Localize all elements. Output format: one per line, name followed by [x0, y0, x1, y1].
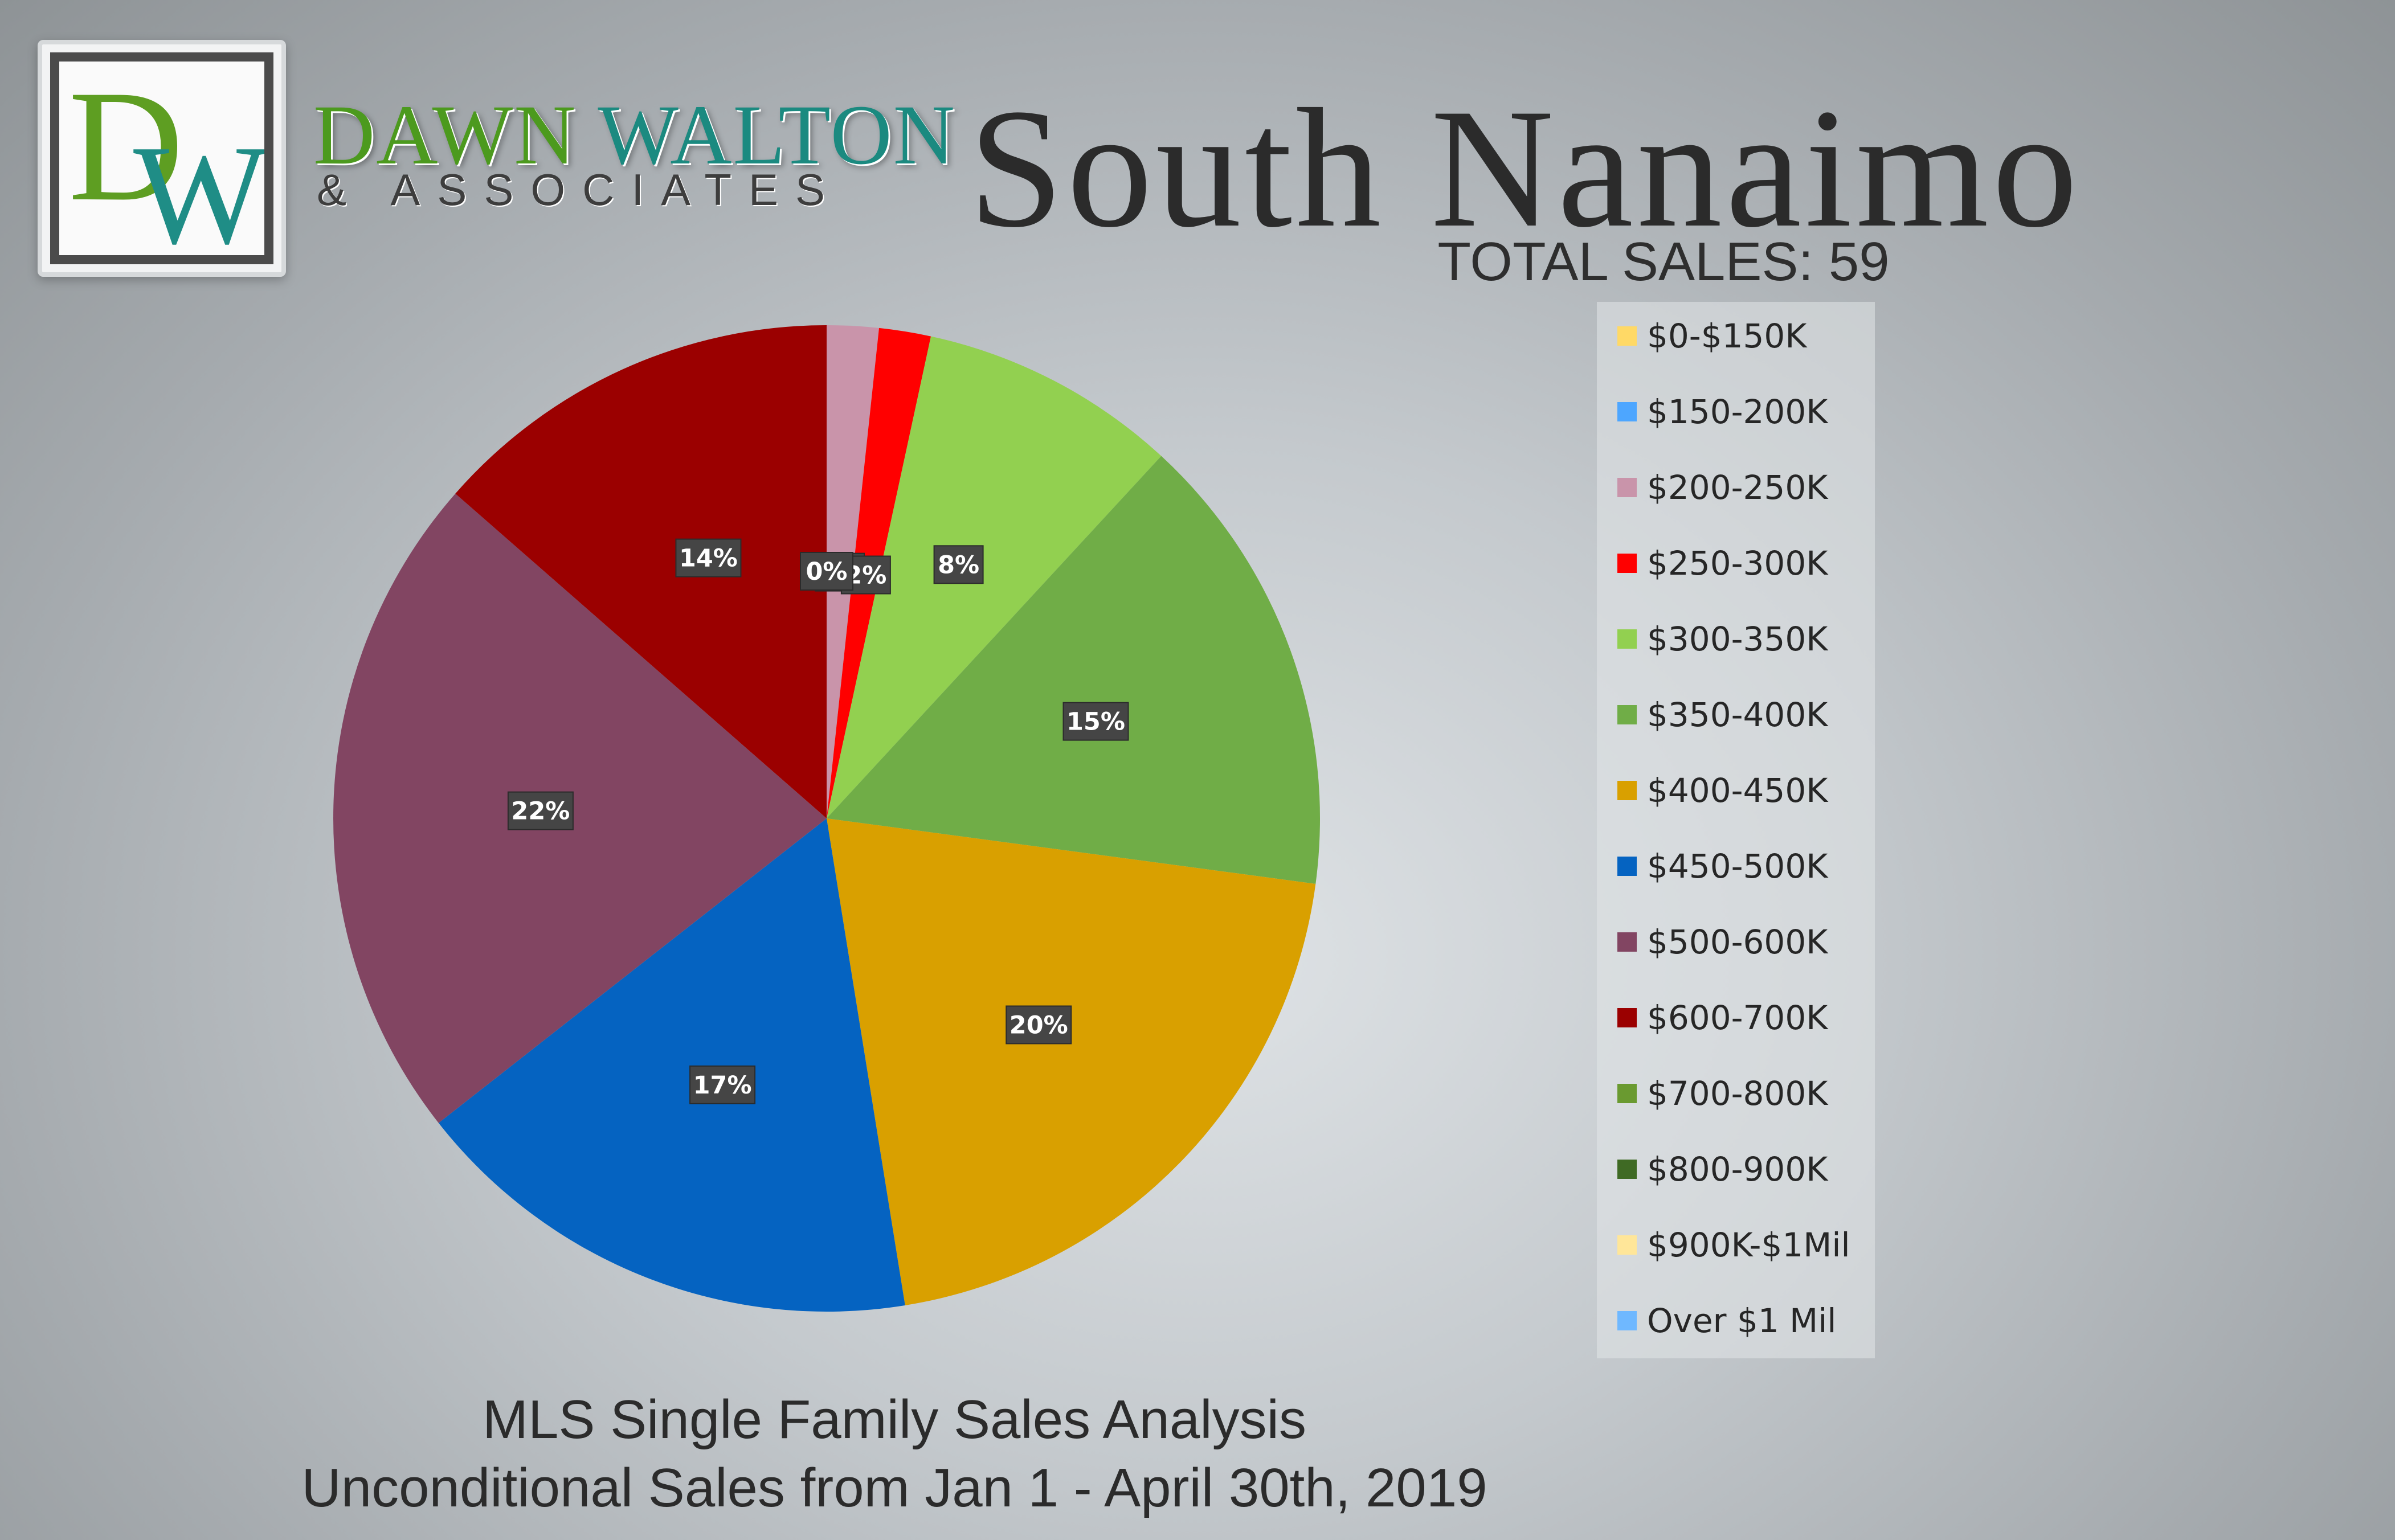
chart-legend: $0-$150K $150-200K $200-250K $250-300K $300-…: [1597, 302, 1875, 1358]
data-label-text: 20%: [1010, 1011, 1068, 1039]
data-label-box: [933, 545, 984, 584]
pie-slice-400-450k: [827, 818, 1316, 1305]
logo-letter-d: D: [68, 57, 184, 234]
data-label-box: [800, 552, 853, 591]
legend-item-0-150k: $0-$150K: [1617, 313, 1807, 359]
legend-label: $350-400K: [1647, 695, 1828, 734]
data-label-box: [689, 1065, 756, 1104]
legend-label: $700-800K: [1647, 1074, 1828, 1113]
legend-label: $0-$150K: [1647, 317, 1807, 355]
legend-item-300-350k: $300-350K: [1617, 616, 1828, 662]
legend-swatch: [1617, 1084, 1637, 1103]
legend-swatch: [1617, 1311, 1637, 1330]
data-label-box: [1062, 702, 1129, 741]
pie-slice-500-600k: [333, 493, 827, 1123]
legend-item-600-700k: $600-700K: [1617, 995, 1828, 1041]
legend-item-450-500k: $450-500K: [1617, 843, 1828, 889]
brand-subtitle: & ASSOCIATES: [317, 165, 843, 215]
legend-item-350-400k: $350-400K: [1617, 692, 1828, 738]
data-label-box: [675, 538, 742, 578]
legend-label: $150-200K: [1647, 392, 1828, 431]
legend-label: $400-450K: [1647, 771, 1828, 810]
data-label-box: [507, 791, 574, 830]
brand-name-first: DAWN: [313, 88, 598, 182]
data-label-text: 0%: [806, 558, 847, 586]
pie-slices: [333, 325, 1320, 1312]
data-label-text: 15%: [1066, 708, 1125, 736]
brand-name: DAWN WALTON: [313, 92, 956, 178]
legend-label: $600-700K: [1647, 998, 1828, 1037]
logo-letter-w: W: [133, 116, 268, 264]
data-label-300-350k: 8%: [933, 545, 984, 584]
data-label-500-600k: 22%: [507, 791, 574, 830]
data-label-0-150k: 0%: [800, 552, 853, 591]
brand-name-last: WALTON: [598, 88, 957, 182]
legend-item-500-600k: $500-600K: [1617, 919, 1828, 965]
legend-item-400-450k: $400-450K: [1617, 768, 1828, 813]
pie-slice-300-350k: [827, 336, 1162, 818]
legend-label: $900K-$1Mil: [1647, 1226, 1850, 1264]
pie-data-labels: 2%2%8%15%20%17%22%14%0%: [507, 538, 1129, 1104]
legend-swatch: [1617, 326, 1637, 346]
legend-item-900k-1mil: $900K-$1Mil: [1617, 1222, 1850, 1268]
chart-title-text: South Nanaimo: [968, 73, 2081, 263]
legend-item-800-900k: $800-900K: [1617, 1146, 1828, 1192]
legend-label: $450-500K: [1647, 847, 1828, 886]
legend-swatch: [1617, 554, 1637, 573]
footer-title: MLS Single Family Sales Analysis: [483, 1389, 1306, 1450]
legend-item-700-800k: $700-800K: [1617, 1071, 1828, 1116]
legend-label: Over $1 Mil: [1647, 1301, 1837, 1340]
data-label-600-700k: 14%: [675, 538, 742, 578]
legend-swatch: [1617, 629, 1637, 649]
data-label-400-450k: 20%: [1006, 1005, 1072, 1045]
legend-item-200-250k: $200-250K: [1617, 465, 1828, 510]
data-label-450-500k: 17%: [689, 1065, 756, 1104]
legend-item-over-1-mil: Over $1 Mil: [1617, 1298, 1836, 1344]
pie-slice-350-400k: [827, 456, 1320, 884]
legend-swatch: [1617, 781, 1637, 800]
footer-date-range: Unconditional Sales from Jan 1 - April 3…: [301, 1457, 1487, 1518]
legend-label: $250-300K: [1647, 544, 1828, 583]
chart-title: South Nanaimo: [968, 83, 2078, 253]
legend-swatch: [1617, 705, 1637, 724]
legend-swatch: [1617, 1160, 1637, 1179]
data-label-text: 22%: [511, 797, 570, 826]
legend-swatch: [1617, 932, 1637, 952]
legend-label: $800-900K: [1647, 1150, 1828, 1189]
legend-swatch: [1617, 857, 1637, 876]
legend-swatch: [1617, 402, 1637, 421]
total-sales: TOTAL SALES: 59: [1437, 231, 1890, 292]
data-label-box: [1006, 1005, 1072, 1045]
legend-label: $300-350K: [1647, 620, 1828, 658]
legend-item-150-200k: $150-200K: [1617, 389, 1828, 435]
logo-frame: D W: [50, 52, 273, 264]
legend-swatch: [1617, 1235, 1637, 1255]
data-label-text: 17%: [693, 1071, 752, 1100]
legend-label: $200-250K: [1647, 468, 1828, 507]
data-label-text: 8%: [938, 551, 979, 579]
pie-slice-600-700k: [455, 325, 827, 818]
legend-swatch: [1617, 1008, 1637, 1027]
legend-item-250-300k: $250-300K: [1617, 540, 1828, 586]
legend-swatch: [1617, 478, 1637, 497]
data-label-350-400k: 15%: [1062, 702, 1129, 741]
data-label-text: 14%: [679, 544, 738, 573]
pie-slice-450-500k: [438, 818, 905, 1312]
brand-logo: D W: [38, 40, 286, 277]
legend-label: $500-600K: [1647, 923, 1828, 961]
